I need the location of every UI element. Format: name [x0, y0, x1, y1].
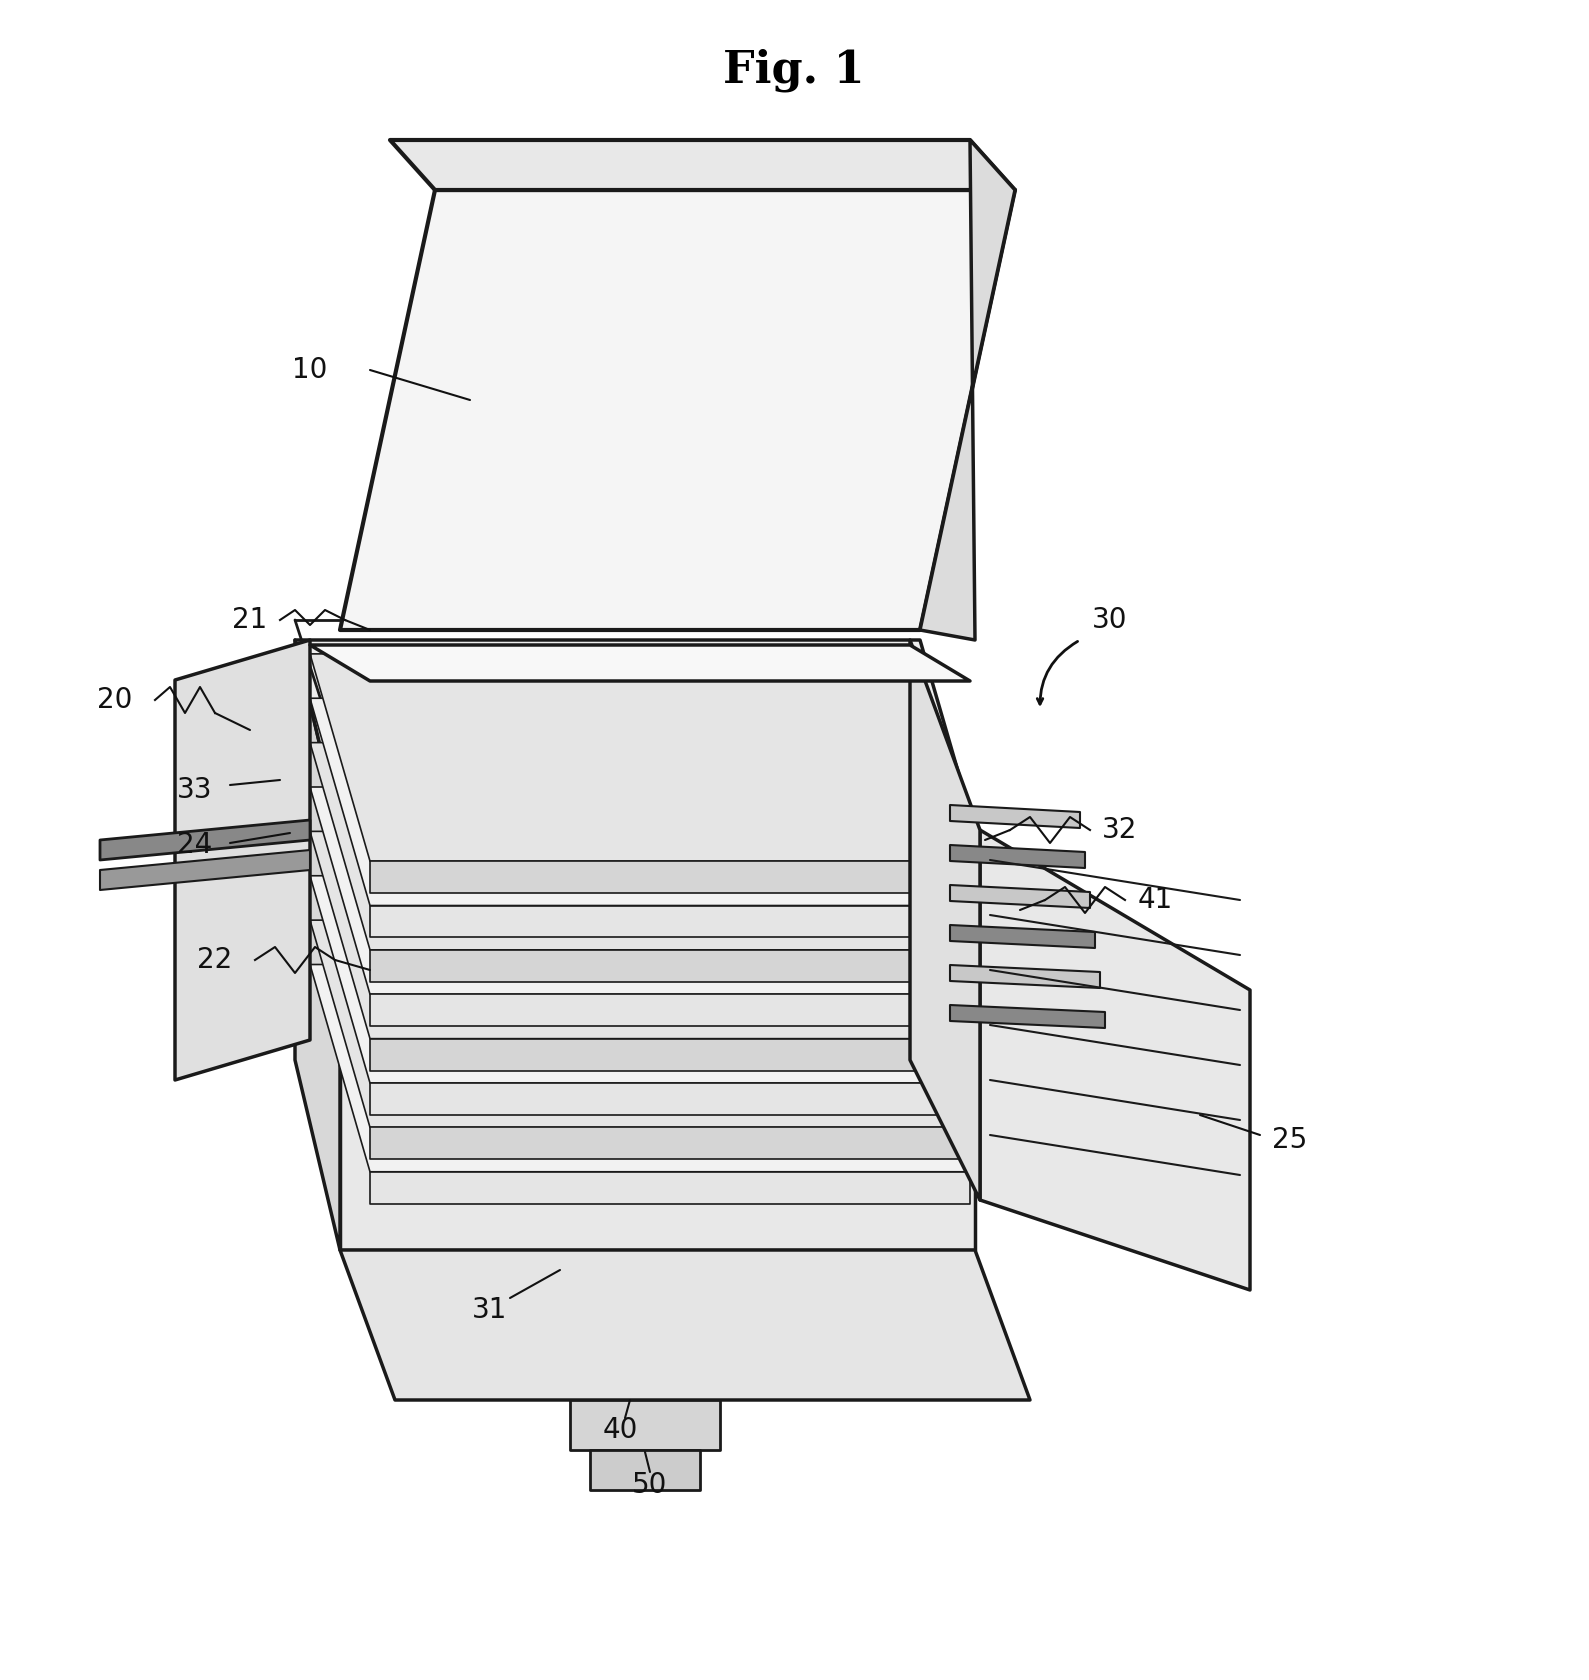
Polygon shape	[310, 832, 969, 1038]
Text: 31: 31	[472, 1295, 508, 1324]
Polygon shape	[950, 885, 1090, 907]
Text: 25: 25	[1273, 1126, 1308, 1154]
Polygon shape	[950, 926, 1095, 948]
Polygon shape	[296, 640, 976, 830]
Polygon shape	[310, 743, 969, 949]
Polygon shape	[340, 190, 1015, 630]
Polygon shape	[950, 964, 1100, 988]
Polygon shape	[275, 964, 310, 1015]
Polygon shape	[920, 139, 1015, 640]
Text: 22: 22	[197, 946, 232, 974]
Polygon shape	[310, 654, 969, 862]
Polygon shape	[100, 820, 310, 860]
Polygon shape	[296, 640, 340, 1250]
Polygon shape	[389, 139, 1015, 190]
Polygon shape	[275, 875, 310, 926]
Polygon shape	[340, 1250, 1030, 1399]
Polygon shape	[910, 640, 980, 1200]
Polygon shape	[950, 805, 1081, 828]
Text: 40: 40	[602, 1416, 637, 1445]
Polygon shape	[950, 845, 1085, 869]
Text: 50: 50	[632, 1472, 667, 1499]
Polygon shape	[100, 850, 310, 890]
Polygon shape	[370, 949, 969, 981]
Polygon shape	[370, 1038, 969, 1070]
Polygon shape	[370, 1171, 969, 1205]
Polygon shape	[370, 995, 969, 1026]
Polygon shape	[310, 875, 969, 1084]
Polygon shape	[310, 964, 969, 1171]
Polygon shape	[310, 921, 969, 1127]
Polygon shape	[275, 699, 310, 748]
Text: 21: 21	[232, 606, 267, 633]
Polygon shape	[370, 1084, 969, 1116]
Text: 10: 10	[292, 356, 327, 385]
Text: 41: 41	[1138, 885, 1173, 914]
Polygon shape	[275, 654, 310, 704]
Polygon shape	[950, 1005, 1104, 1028]
Polygon shape	[370, 906, 969, 937]
Polygon shape	[370, 862, 969, 894]
Text: 20: 20	[97, 685, 133, 714]
Polygon shape	[310, 786, 969, 995]
Text: 32: 32	[1103, 816, 1138, 843]
Text: 33: 33	[178, 776, 213, 805]
Polygon shape	[340, 830, 976, 1250]
Polygon shape	[275, 786, 310, 837]
Polygon shape	[980, 830, 1251, 1290]
Text: 24: 24	[178, 832, 213, 858]
Polygon shape	[175, 640, 310, 1080]
Polygon shape	[310, 645, 969, 680]
Polygon shape	[370, 1127, 969, 1159]
Polygon shape	[570, 1399, 720, 1450]
Polygon shape	[310, 699, 969, 906]
Polygon shape	[275, 832, 310, 882]
Text: 30: 30	[1092, 606, 1128, 633]
Polygon shape	[275, 743, 310, 793]
Polygon shape	[590, 1450, 701, 1490]
Text: Fig. 1: Fig. 1	[723, 49, 864, 92]
Polygon shape	[275, 921, 310, 969]
